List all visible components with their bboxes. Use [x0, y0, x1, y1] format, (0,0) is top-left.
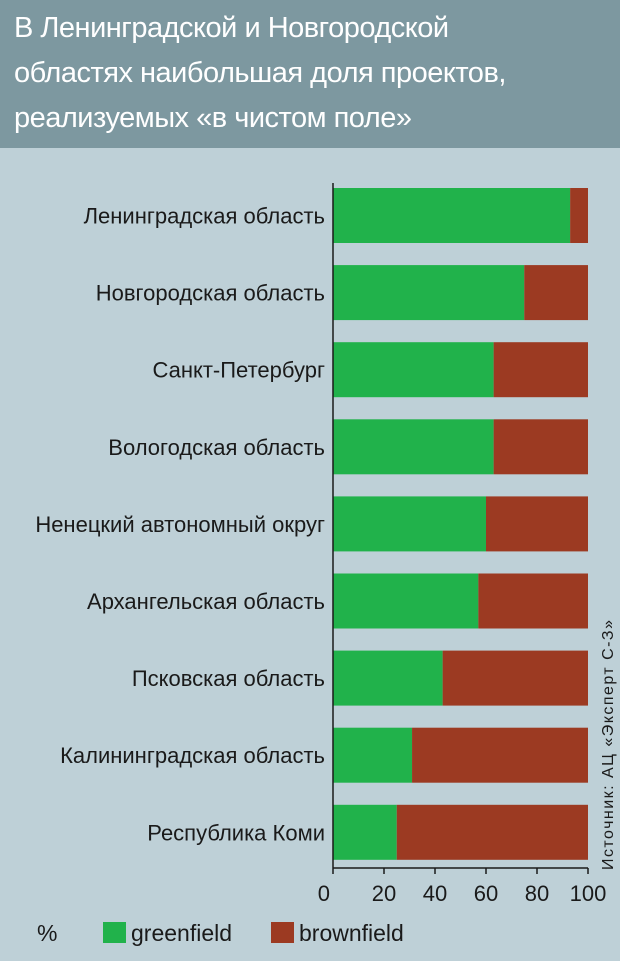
legend-label-greenfield: greenfield — [131, 920, 232, 946]
category-label-9: Республика Коми — [147, 820, 325, 845]
bar-greenfield-9 — [333, 804, 397, 860]
title-line-2: областях наибольшая доля проектов, — [14, 57, 506, 89]
x-tick-label-0: 0 — [318, 881, 330, 906]
bar-greenfield-1 — [333, 188, 571, 243]
title-banner: В Ленинградской и Новгородской областях … — [0, 0, 620, 148]
legend-label-brownfield: brownfield — [299, 920, 404, 946]
bar-brownfield-1 — [570, 188, 588, 243]
category-label-5: Ненецкий автономный округ — [35, 512, 325, 537]
bar-greenfield-4 — [333, 419, 494, 475]
x-tick-label-40: 40 — [423, 881, 447, 906]
title-line-3: реализуемых «в чистом поле» — [14, 102, 412, 134]
x-tick-label-80: 80 — [525, 881, 549, 906]
bar-greenfield-3 — [333, 342, 494, 398]
category-label-6: Архангельская область — [87, 589, 325, 614]
bar-brownfield-9 — [396, 804, 588, 860]
category-label-8: Калининградская область — [60, 743, 325, 768]
category-label-2: Новгородская область — [96, 281, 325, 306]
unit-label: % — [37, 920, 57, 946]
bar-greenfield-6 — [333, 573, 479, 629]
bar-greenfield-5 — [333, 496, 486, 552]
source-note: Источник: АЦ «Эксперт С-З» — [600, 620, 617, 870]
bar-brownfield-3 — [493, 342, 588, 398]
x-tick-label-60: 60 — [474, 881, 498, 906]
legend-swatch-brownfield — [271, 922, 294, 943]
bar-greenfield-7 — [333, 650, 443, 706]
title-line-1: В Ленинградской и Новгородской — [14, 12, 449, 44]
x-tick-label-100: 100 — [570, 881, 607, 906]
bar-brownfield-7 — [442, 650, 588, 706]
bar-brownfield-8 — [412, 727, 588, 783]
legend-swatch-greenfield — [103, 922, 126, 943]
bar-brownfield-5 — [486, 496, 588, 552]
category-label-3: Санкт-Петербург — [152, 358, 325, 383]
bar-brownfield-4 — [493, 419, 588, 475]
x-tick-label-20: 20 — [372, 881, 396, 906]
category-label-4: Вологодская область — [108, 435, 325, 460]
bar-brownfield-2 — [524, 265, 588, 321]
category-label-7: Псковская область — [132, 666, 325, 691]
bar-greenfield-8 — [333, 727, 413, 783]
bar-brownfield-6 — [478, 573, 588, 629]
bar-greenfield-2 — [333, 265, 525, 321]
category-label-1: Ленинградская область — [84, 204, 325, 229]
